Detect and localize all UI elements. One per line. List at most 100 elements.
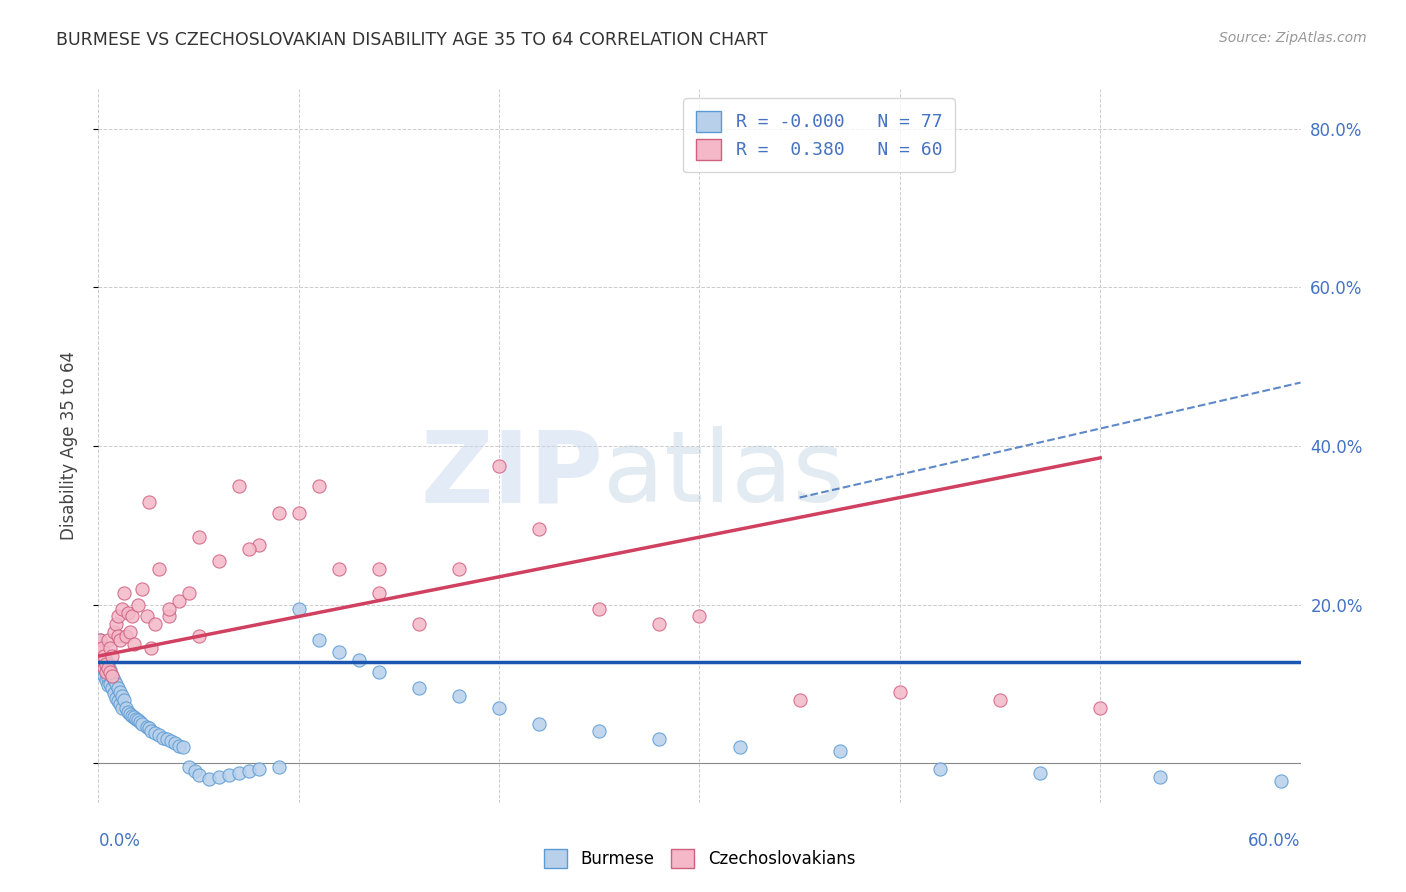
Point xyxy=(159,734,181,748)
Point xyxy=(163,736,186,750)
Point xyxy=(91,653,114,667)
Point xyxy=(172,740,194,755)
Point xyxy=(89,633,111,648)
Point xyxy=(588,724,610,739)
Point xyxy=(308,633,330,648)
Point xyxy=(228,765,250,780)
Point xyxy=(789,692,811,706)
Point xyxy=(93,661,115,675)
Point xyxy=(247,763,270,777)
Point xyxy=(135,609,157,624)
Point xyxy=(114,692,136,706)
Point xyxy=(648,617,671,632)
Point xyxy=(238,542,260,557)
Point xyxy=(105,677,128,691)
Point xyxy=(115,629,138,643)
Point xyxy=(488,458,510,473)
Point xyxy=(110,697,132,711)
Point xyxy=(167,739,190,753)
Point xyxy=(187,768,209,782)
Point xyxy=(107,681,129,695)
Point xyxy=(93,669,115,683)
Text: atlas: atlas xyxy=(603,426,845,523)
Point xyxy=(129,714,152,729)
Point xyxy=(648,732,671,747)
Point xyxy=(115,700,138,714)
Point xyxy=(828,744,851,758)
Point xyxy=(128,598,150,612)
Point xyxy=(97,678,120,692)
Point xyxy=(408,681,430,695)
Point xyxy=(120,625,142,640)
Point xyxy=(100,641,122,656)
Y-axis label: Disability Age 35 to 64: Disability Age 35 to 64 xyxy=(59,351,77,541)
Point xyxy=(110,633,132,648)
Point xyxy=(408,617,430,632)
Point xyxy=(988,692,1011,706)
Point xyxy=(124,710,146,724)
Point xyxy=(97,671,120,685)
Point xyxy=(97,657,120,671)
Point xyxy=(96,665,118,679)
Point xyxy=(1029,765,1052,780)
Point xyxy=(138,721,160,735)
Point xyxy=(103,625,125,640)
Point xyxy=(110,685,132,699)
Point xyxy=(187,629,209,643)
Point xyxy=(167,593,190,607)
Point xyxy=(308,478,330,492)
Point xyxy=(121,609,143,624)
Legend: Burmese, Czechoslovakians: Burmese, Czechoslovakians xyxy=(536,840,863,877)
Point xyxy=(107,609,129,624)
Point xyxy=(267,760,290,774)
Point xyxy=(124,637,146,651)
Point xyxy=(157,609,180,624)
Point xyxy=(447,689,470,703)
Point xyxy=(267,507,290,521)
Point xyxy=(100,677,122,691)
Point xyxy=(97,633,120,648)
Point xyxy=(138,494,160,508)
Point xyxy=(93,661,115,675)
Point xyxy=(97,661,120,675)
Point xyxy=(328,562,350,576)
Point xyxy=(197,772,219,786)
Point xyxy=(117,606,139,620)
Point xyxy=(101,681,124,695)
Point xyxy=(155,732,177,747)
Point xyxy=(120,706,142,721)
Point xyxy=(208,771,231,785)
Point xyxy=(488,700,510,714)
Point xyxy=(111,700,134,714)
Point xyxy=(100,663,122,677)
Point xyxy=(128,714,150,728)
Point xyxy=(101,669,124,683)
Point xyxy=(1149,771,1171,785)
Point xyxy=(107,629,129,643)
Point xyxy=(96,653,118,667)
Text: 0.0%: 0.0% xyxy=(98,832,141,850)
Point xyxy=(183,764,205,778)
Point xyxy=(93,649,115,664)
Point xyxy=(91,665,114,679)
Point xyxy=(111,689,134,703)
Point xyxy=(177,760,200,774)
Point xyxy=(529,716,551,731)
Point xyxy=(105,617,128,632)
Point xyxy=(218,768,240,782)
Point xyxy=(328,645,350,659)
Point xyxy=(368,665,391,679)
Text: ZIP: ZIP xyxy=(420,426,603,523)
Text: Source: ZipAtlas.com: Source: ZipAtlas.com xyxy=(1219,31,1367,45)
Point xyxy=(368,562,391,576)
Point xyxy=(89,653,111,667)
Point xyxy=(105,691,128,706)
Point xyxy=(121,708,143,723)
Point xyxy=(125,712,148,726)
Point xyxy=(143,726,166,740)
Point xyxy=(1270,773,1292,788)
Text: BURMESE VS CZECHOSLOVAKIAN DISABILITY AGE 35 TO 64 CORRELATION CHART: BURMESE VS CZECHOSLOVAKIAN DISABILITY AG… xyxy=(56,31,768,49)
Point xyxy=(689,609,711,624)
Point xyxy=(588,601,610,615)
Point xyxy=(101,669,124,683)
